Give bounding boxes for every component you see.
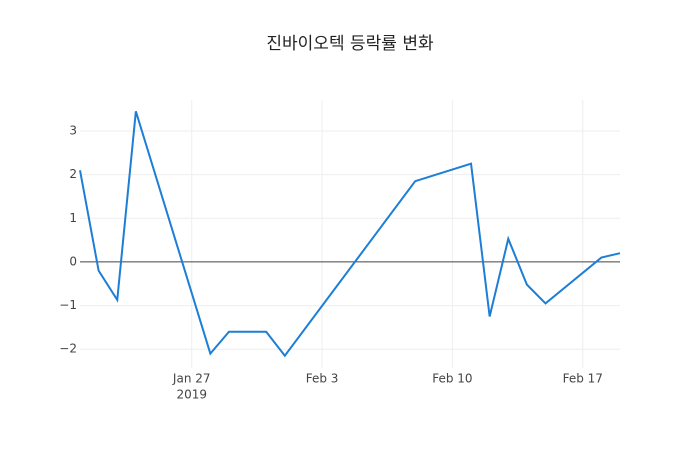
y-tick-label: 0: [69, 254, 77, 268]
y-tick-label: −2: [59, 342, 77, 356]
x-tick-label: Feb 3: [306, 372, 339, 386]
y-tick-label: 1: [69, 211, 77, 225]
y-tick-label: −1: [59, 298, 77, 312]
x-tick-label: Feb 17: [563, 372, 603, 386]
chart-title: 진바이오텍 등락률 변화: [266, 34, 434, 54]
x-tick-label: Feb 10: [432, 372, 472, 386]
y-tick-label: 3: [69, 123, 77, 137]
data-line: [79, 111, 621, 358]
y-tick-label: 2: [69, 167, 77, 181]
x-tick-label: Jan 27: [172, 372, 211, 386]
x-year-label: 2019: [176, 388, 207, 402]
